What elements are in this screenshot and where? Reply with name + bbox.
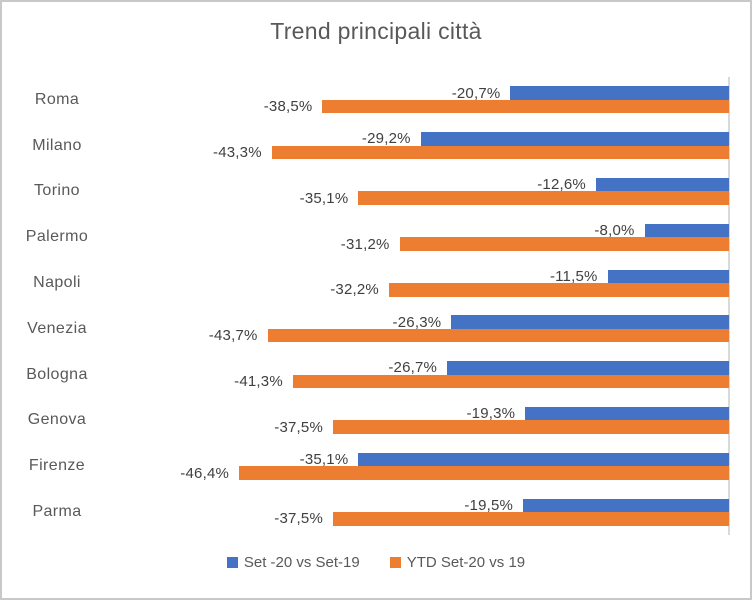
category-label-bologna: Bologna (26, 365, 88, 383)
bar-torino-series-1 (358, 191, 729, 205)
bar-palermo-series-0 (644, 223, 729, 238)
data-label-torino-series-1: -35,1% (299, 189, 349, 207)
bar-firenze-series-0 (358, 452, 729, 467)
category-label-palermo: Palermo (25, 228, 89, 246)
data-label-napoli-series-1: -32,2% (330, 281, 379, 299)
bar-genova-series-1 (333, 420, 729, 434)
bar-parma-series-1 (333, 512, 729, 526)
data-label-firenze-series-1: -46,4% (180, 464, 230, 482)
category-band-milano: Milano -29,2% -43,3% (2, 123, 752, 169)
category-label-firenze: Firenze (28, 457, 86, 475)
category-label-venezia: Venezia (27, 319, 87, 337)
data-label-torino-series-0: -12,6% (537, 176, 586, 194)
legend-item-ytd-set20-vs-19: YTD Set-20 vs 19 (389, 554, 526, 571)
category-band-palermo: Palermo -8,0% -31,2% (2, 214, 752, 260)
data-label-firenze-series-0: -35,1% (299, 451, 349, 469)
category-label-parma: Parma (32, 503, 82, 521)
bar-venezia-series-0 (451, 315, 729, 329)
bar-milano-series-0 (420, 132, 729, 146)
data-label-bologna-series-1: -41,3% (234, 372, 283, 390)
legend-item-set20-vs-set19: Set -20 vs Set-19 (226, 554, 360, 571)
data-label-roma-series-0: -20,7% (451, 84, 501, 102)
category-band-genova: Genova -19,3% -37,5% (2, 398, 752, 444)
category-band-parma: Parma -19,5% -37,5% (2, 489, 752, 535)
bar-milano-series-1 (271, 145, 729, 160)
bar-parma-series-0 (523, 498, 729, 513)
legend-swatch-orange-icon (389, 557, 401, 568)
bar-roma-series-0 (510, 86, 729, 100)
bar-bologna-series-0 (447, 361, 729, 375)
data-label-milano-series-0: -29,2% (361, 130, 411, 148)
data-label-palermo-series-0: -8,0% (594, 222, 635, 240)
data-label-parma-series-1: -37,5% (274, 510, 323, 528)
category-band-venezia: Venezia -26,3% -43,7% (2, 306, 752, 352)
bar-palermo-series-1 (399, 237, 729, 251)
data-label-bologna-series-0: -26,7% (388, 359, 438, 377)
bar-napoli-series-1 (388, 283, 729, 297)
data-label-parma-series-0: -19,5% (464, 496, 514, 514)
category-label-roma: Roma (34, 90, 80, 108)
bar-genova-series-0 (525, 406, 729, 421)
data-label-genova-series-0: -19,3% (466, 405, 516, 423)
bar-napoli-series-0 (607, 269, 729, 284)
legend-swatch-blue-icon (226, 557, 238, 568)
data-label-venezia-series-0: -26,3% (392, 313, 442, 331)
category-band-bologna: Bologna -26,7% -41,3% (2, 352, 752, 398)
data-label-napoli-series-0: -11,5% (549, 267, 598, 285)
category-label-torino: Torino (34, 182, 80, 200)
chart-title: Trend principali città (270, 18, 482, 44)
category-label-milano: Milano (32, 136, 82, 154)
legend-label-ytd-set20-vs-19: YTD Set-20 vs 19 (406, 554, 526, 571)
category-label-genova: Genova (27, 411, 87, 429)
bar-torino-series-0 (595, 177, 729, 192)
bar-roma-series-1 (322, 99, 729, 114)
legend: Set -20 vs Set-19 YTD Set-20 vs 19 (2, 554, 750, 571)
category-band-roma: Roma -20,7% -38,5% (2, 77, 752, 123)
category-band-firenze: Firenze -35,1% -46,4% (2, 443, 752, 489)
value-axis-zero-line (728, 77, 730, 535)
category-band-torino: Torino -12,6% -35,1% (2, 169, 752, 215)
data-label-venezia-series-1: -43,7% (208, 327, 258, 345)
bar-firenze-series-1 (239, 466, 729, 480)
legend-label-set20-vs-set19: Set -20 vs Set-19 (243, 554, 360, 571)
bar-venezia-series-1 (267, 328, 729, 343)
data-label-palermo-series-1: -31,2% (340, 235, 390, 253)
data-label-milano-series-1: -43,3% (213, 143, 262, 161)
data-label-genova-series-1: -37,5% (274, 418, 323, 436)
data-label-roma-series-1: -38,5% (263, 98, 313, 116)
bar-bologna-series-1 (292, 374, 729, 389)
category-band-napoli: Napoli -11,5% -32,2% (2, 260, 752, 306)
plot-area: Roma -20,7% -38,5% Milano -29,2% -43,3% Torino… (2, 77, 752, 535)
category-label-napoli: Napoli (33, 274, 81, 292)
